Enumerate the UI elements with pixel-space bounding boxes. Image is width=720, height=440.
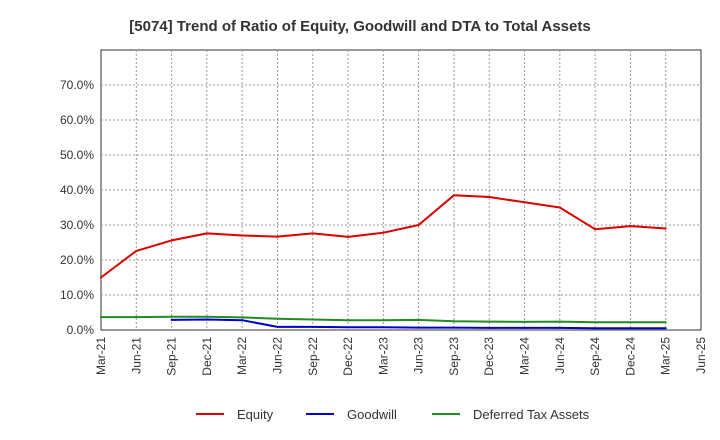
data-point [558,206,561,209]
chart-title: [5074] Trend of Ratio of Equity, Goodwil… [129,18,590,35]
data-point [347,326,350,329]
data-point [311,232,314,235]
data-point [347,235,350,238]
data-point [382,319,385,322]
data-point [347,319,350,322]
x-tick-label: Sep-23 [447,337,461,376]
x-tick-label: Mar-25 [659,337,673,375]
data-point [276,325,279,328]
y-tick-label: 50.0% [60,148,94,162]
data-point [664,321,667,324]
x-tick-label: Mar-23 [376,337,390,375]
data-point [523,326,526,329]
data-point [558,320,561,323]
data-point [629,321,632,324]
data-point [100,316,102,319]
data-point [241,316,244,319]
data-point [276,235,279,238]
data-point [664,327,667,330]
data-point [417,326,420,329]
x-tick-label: Jun-22 [270,337,284,374]
data-point [488,326,491,329]
data-point [170,318,173,321]
data-point [170,239,173,242]
data-point [664,227,667,230]
data-point [594,321,597,324]
x-tick-label: Dec-23 [482,337,496,376]
data-point [311,325,314,328]
x-tick-label: Dec-22 [341,337,355,376]
data-point [488,320,491,323]
y-tick-label: 0.0% [67,323,95,337]
data-point [452,194,455,197]
data-point [452,326,455,329]
x-tick-label: Dec-24 [623,337,637,376]
data-point [205,315,208,318]
data-point [311,318,314,321]
y-tick-label: 60.0% [60,113,94,127]
y-tick-label: 70.0% [60,78,94,92]
data-point [205,232,208,235]
data-point [241,234,244,237]
legend: Equity Goodwill Deferred Tax Assets [196,407,590,422]
y-axis: 0.0% 10.0% 20.0% 30.0% 40.0% 50.0% 60.0% 70.0% [60,78,94,337]
y-tick-label: 20.0% [60,253,94,267]
x-tick-label: Sep-22 [306,337,320,376]
data-point [523,201,526,204]
x-tick-label: Dec-21 [200,337,214,376]
data-point [523,320,526,323]
data-point [135,249,138,252]
data-point [135,316,138,319]
data-point [382,326,385,329]
x-tick-label: Jun-25 [694,337,708,374]
data-point [417,224,420,226]
data-point [452,320,455,323]
grid [101,50,701,330]
y-tick-label: 40.0% [60,183,94,197]
data-point [205,318,208,321]
x-tick-label: Jun-23 [412,337,426,374]
series-group [100,194,667,330]
x-tick-label: Jun-21 [129,337,143,374]
x-tick-label: Jun-24 [553,337,567,374]
x-tick-label: Mar-24 [518,337,532,375]
data-point [170,315,173,318]
data-point [382,231,385,234]
data-point [488,196,491,198]
y-tick-label: 30.0% [60,218,94,232]
data-point [558,326,561,329]
data-point [594,228,597,231]
data-point [594,327,597,330]
data-point [241,319,244,322]
data-point [629,327,632,330]
x-axis: Mar-21 Jun-21 Sep-21 Dec-21 Mar-22 Jun-22 Sep-… [94,337,708,376]
x-tick-label: Sep-24 [588,337,602,376]
legend-label: Goodwill [347,407,397,422]
y-tick-label: 10.0% [60,288,94,302]
data-point [417,318,420,321]
legend-label: Equity [237,407,274,422]
x-tick-label: Mar-21 [94,337,108,375]
legend-label: Deferred Tax Assets [473,407,590,422]
data-point [629,225,632,228]
data-point [276,317,279,320]
data-point [100,276,102,279]
x-tick-label: Sep-21 [165,337,179,376]
x-tick-label: Mar-22 [235,337,249,375]
